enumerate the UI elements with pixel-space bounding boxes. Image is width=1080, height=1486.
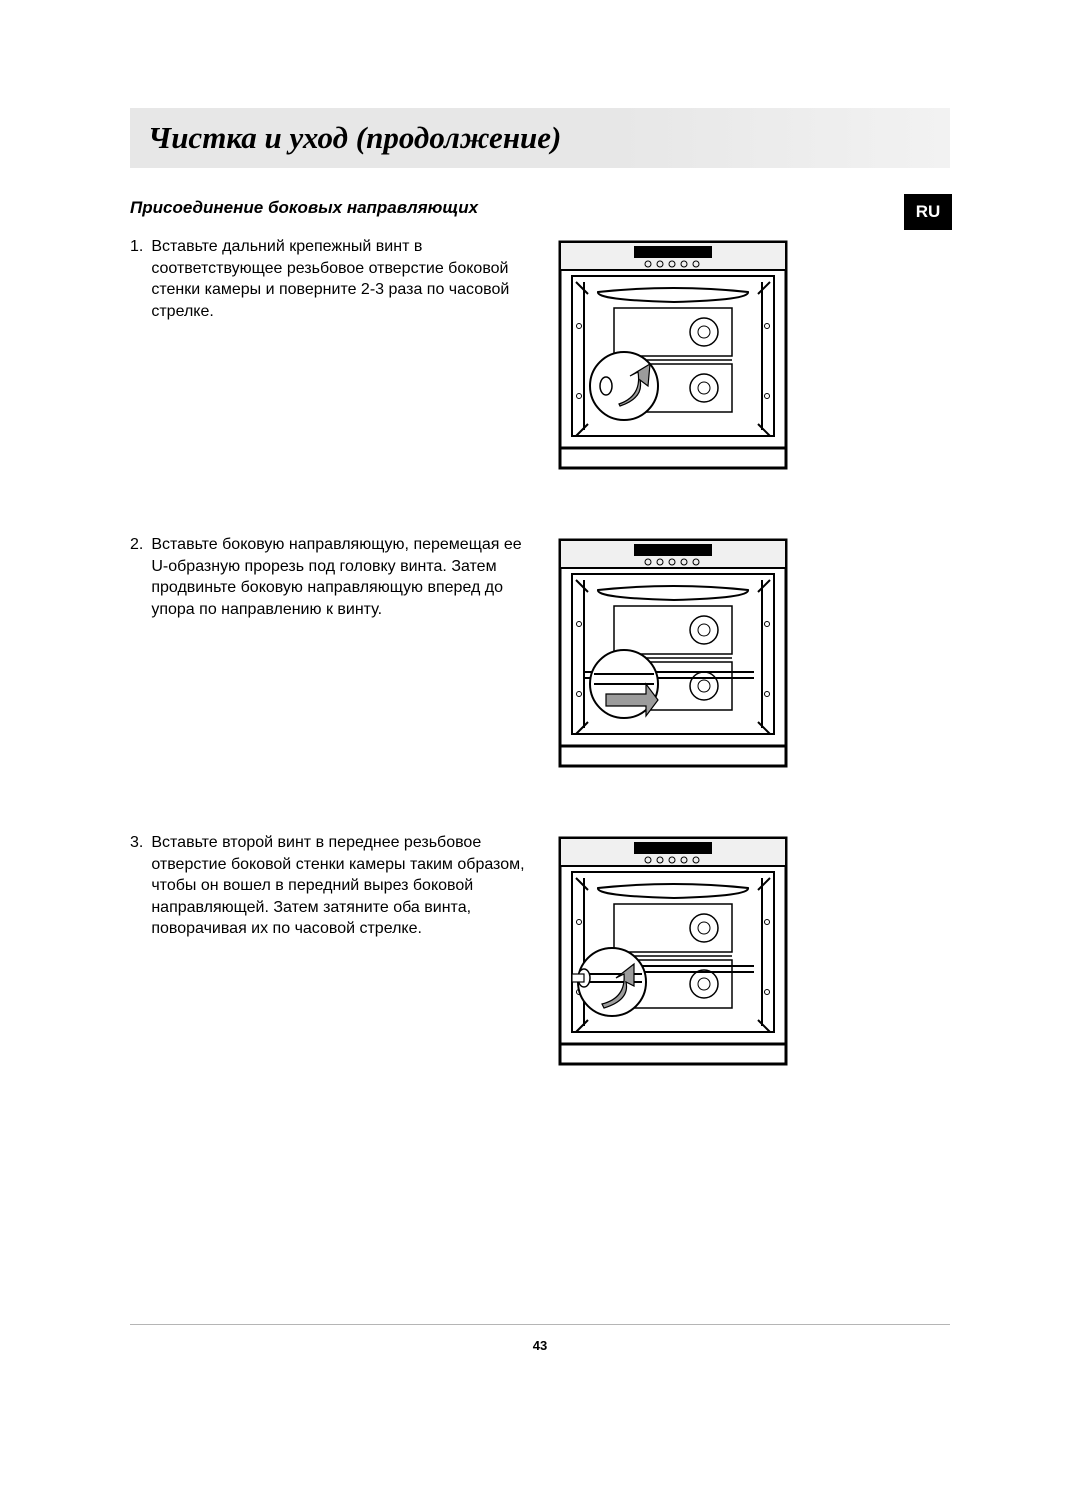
- step-number: 3.: [130, 832, 143, 940]
- step-block: 2. Вставьте боковую направляющую, переме…: [130, 534, 950, 772]
- step-number: 2.: [130, 534, 143, 620]
- oven-diagram-icon: [554, 832, 792, 1070]
- step-block: 3. Вставьте второй винт в переднее резьб…: [130, 832, 950, 1070]
- footer-rule: [130, 1324, 950, 1325]
- step-text: 1. Вставьте дальний крепежный винт в соо…: [130, 236, 530, 322]
- page-number: 43: [0, 1338, 1080, 1353]
- step-text: 3. Вставьте второй винт в переднее резьб…: [130, 832, 530, 940]
- title-bar: Чистка и уход (продолжение): [130, 108, 950, 168]
- oven-diagram-icon: [554, 534, 792, 772]
- section-subheading: Присоединение боковых направляющих: [130, 198, 950, 218]
- step-text: 2. Вставьте боковую направляющую, переме…: [130, 534, 530, 620]
- step-body: Вставьте дальний крепежный винт в соотве…: [151, 236, 530, 322]
- page-content: Чистка и уход (продолжение) RU Присоедин…: [130, 108, 950, 1070]
- language-badge: RU: [904, 194, 952, 230]
- oven-diagram-icon: [554, 236, 792, 474]
- page-title: Чистка и уход (продолжение): [148, 120, 561, 156]
- step-body: Вставьте боковую направляющую, перемещая…: [151, 534, 530, 620]
- step-number: 1.: [130, 236, 143, 322]
- step-body: Вставьте второй винт в переднее резьбово…: [151, 832, 530, 940]
- step-block: 1. Вставьте дальний крепежный винт в соо…: [130, 236, 950, 474]
